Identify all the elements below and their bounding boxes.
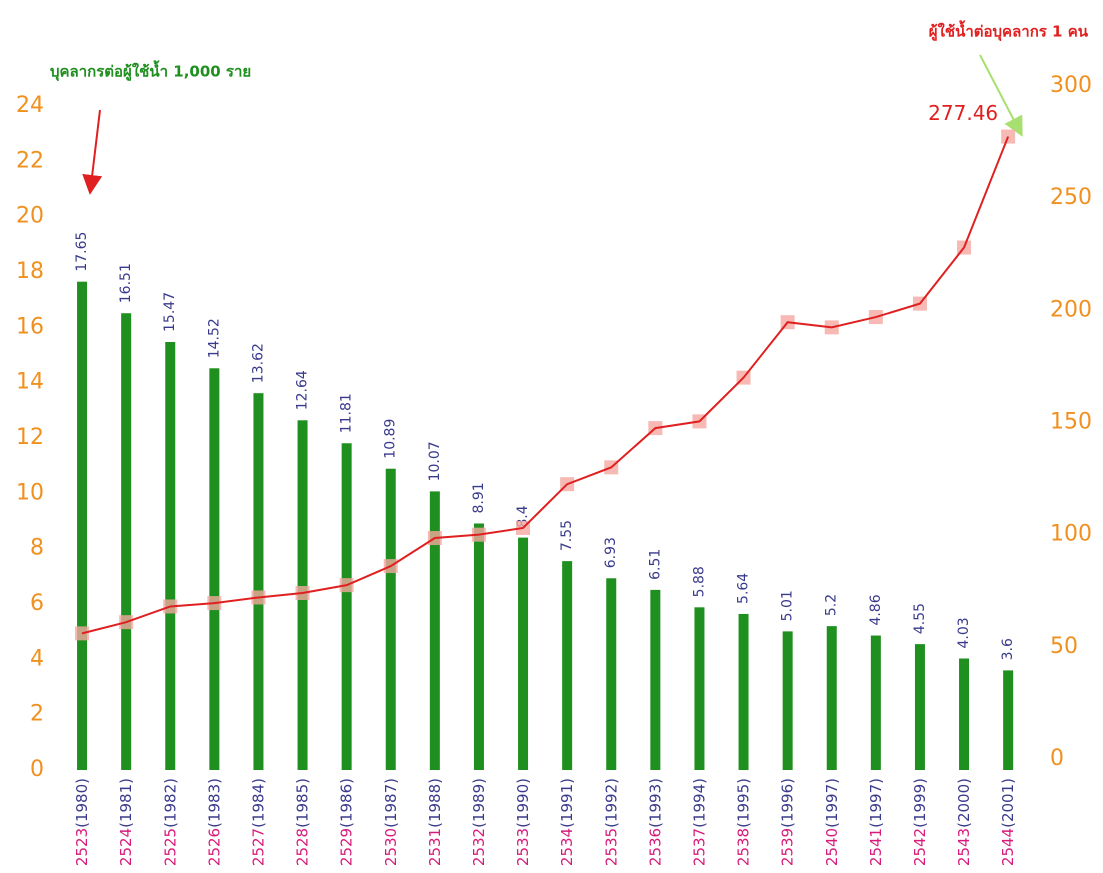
- x-tick-label: 2539(1996): [778, 778, 796, 866]
- line: [81, 136, 1010, 635]
- bar-value-label: 6.93: [603, 537, 619, 568]
- bar-value-label: 5.01: [780, 590, 796, 621]
- bar: [341, 443, 352, 770]
- bar-value-label: 4.55: [912, 603, 928, 634]
- x-tick-label: 2524(1981): [117, 778, 135, 866]
- bar: [209, 368, 220, 770]
- bar: [562, 561, 573, 770]
- bar: [1003, 670, 1014, 770]
- bar-value-label: 5.88: [691, 566, 707, 597]
- bar: [518, 537, 529, 770]
- bar: [429, 491, 440, 770]
- y-tick-label: 2: [30, 702, 44, 727]
- bar: [121, 313, 132, 770]
- bar: [694, 607, 705, 770]
- x-tick-label: 2534(1991): [558, 778, 576, 866]
- x-tick-label: 2528(1985): [293, 778, 311, 866]
- bar-value-label: 3.6: [1000, 638, 1016, 660]
- bar-value-label: 6.51: [647, 549, 663, 580]
- y-tick-label: 0: [30, 757, 44, 782]
- y2-tick-label: 200: [1050, 297, 1092, 322]
- x-tick-label: 2529(1986): [337, 778, 355, 866]
- x-tick-label: 2526(1983): [205, 778, 223, 866]
- bar-value-label: 16.51: [118, 263, 134, 303]
- right-arrow: [979, 54, 1023, 137]
- bar: [473, 523, 484, 770]
- y2-tick-label: 0: [1050, 746, 1064, 771]
- y-tick-label: 24: [16, 93, 44, 118]
- bar-value-label: 4.86: [868, 594, 884, 625]
- bar: [782, 631, 793, 770]
- bar-value-label: 4.03: [956, 617, 972, 648]
- x-tick-label: 2523(1980): [73, 778, 91, 866]
- bar-value-label: 15.47: [162, 292, 178, 332]
- bar-value-label: 12.64: [295, 370, 311, 410]
- x-tick-label: 2536(1993): [646, 778, 664, 866]
- x-tick-label: 2537(1994): [690, 778, 708, 866]
- x-tick-label: 2531(1988): [425, 778, 443, 866]
- y2-tick-label: 50: [1050, 634, 1078, 659]
- y-tick-label: 6: [30, 591, 44, 616]
- bar-value-label: 5.64: [736, 573, 752, 604]
- y2-tick-label: 150: [1050, 410, 1092, 435]
- x-tick-label: 2542(1999): [910, 778, 928, 866]
- bar-value-label: 5.2: [824, 594, 840, 616]
- y2-tick-label: 100: [1050, 522, 1092, 547]
- bar: [385, 468, 396, 770]
- bar: [253, 393, 264, 770]
- bar: [165, 341, 176, 770]
- y-tick-label: 14: [16, 370, 44, 395]
- bar-value-label: 7.55: [559, 520, 575, 551]
- bar: [959, 658, 970, 770]
- y-tick-label: 8: [30, 536, 44, 561]
- y-tick-label: 20: [16, 204, 44, 229]
- bar: [870, 635, 881, 770]
- line-value-label: 277.46: [928, 101, 998, 125]
- x-tick-label: 2530(1987): [381, 778, 399, 866]
- x-tick-label: 2535(1992): [602, 778, 620, 866]
- x-tick-label: 2525(1982): [161, 778, 179, 866]
- y-tick-label: 16: [16, 314, 44, 339]
- bar: [77, 281, 88, 770]
- bar-value-label: 10.07: [427, 441, 443, 481]
- bar: [650, 589, 661, 770]
- bar-value-label: 10.89: [383, 419, 399, 459]
- y-tick-label: 12: [16, 425, 44, 450]
- right-annotation: ผู้ใช้น้ำต่อบุคลากร 1 คน: [929, 20, 1089, 42]
- x-tick-label: 2541(1997): [866, 778, 884, 866]
- bar-value-label: 13.62: [250, 343, 266, 383]
- left-annotation: บุคลากรต่อผู้ใช้น้ำ 1,000 ราย: [50, 60, 251, 82]
- y-tick-label: 10: [16, 480, 44, 505]
- left-arrow: [82, 109, 103, 195]
- bar: [826, 626, 837, 770]
- x-tick-label: 2533(1990): [514, 778, 532, 866]
- bar-value-label: 17.65: [74, 232, 90, 272]
- x-tick-label: 2543(2000): [955, 778, 973, 866]
- bar-value-label: 11.81: [339, 393, 355, 433]
- y2-tick-label: 250: [1050, 185, 1092, 210]
- x-tick-label: 2544(2001): [999, 778, 1017, 866]
- x-tick-label: 2538(1995): [734, 778, 752, 866]
- x-tick-label: 2540(1997): [822, 778, 840, 866]
- bar-value-label: 8.91: [471, 482, 487, 513]
- bar: [606, 578, 617, 770]
- x-tick-label: 2532(1989): [469, 778, 487, 866]
- bar-value-label: 14.52: [206, 318, 222, 358]
- x-tick-label: 2527(1984): [249, 778, 267, 866]
- bar: [738, 613, 749, 770]
- y-tick-label: 18: [16, 259, 44, 284]
- y-tick-label: 22: [16, 148, 44, 173]
- y2-tick-label: 300: [1050, 73, 1092, 98]
- y-tick-label: 4: [30, 646, 44, 671]
- bar: [914, 644, 925, 770]
